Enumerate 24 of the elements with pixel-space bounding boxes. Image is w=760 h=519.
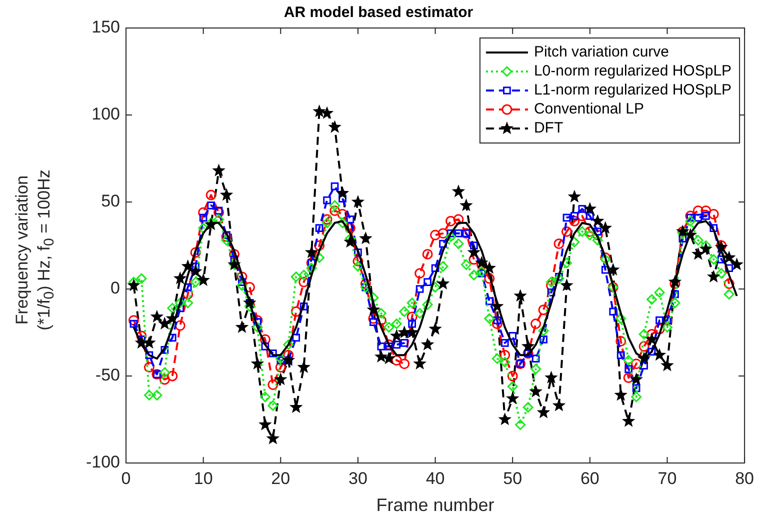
legend-label: DFT [534, 120, 564, 137]
x-tick-label: 50 [503, 468, 522, 488]
legend-label: Pitch variation curve [534, 44, 670, 61]
y-tick-label: -50 [95, 366, 120, 385]
point [668, 275, 682, 288]
x-tick-label: 80 [735, 468, 754, 488]
legend-label: L1-norm regularized HOSpLP [534, 82, 732, 99]
legend-label: L0-norm regularized HOSpLP [534, 62, 732, 80]
chart-title: AR model based estimator [284, 4, 474, 22]
x-tick-label: 60 [580, 468, 600, 488]
y-tick-label: 0 [110, 278, 120, 298]
legend-label: Conventional LP [534, 100, 644, 118]
y-tick-label: 100 [92, 104, 120, 124]
x-tick-label: 10 [194, 468, 213, 488]
y-tick-label: 50 [101, 192, 120, 211]
x-tick-label: 40 [426, 468, 445, 488]
x-tick-label: 20 [271, 468, 290, 488]
x-tick-label: 70 [658, 468, 677, 488]
y-tick-label: 150 [92, 18, 120, 37]
point [637, 352, 651, 364]
point [243, 296, 256, 309]
x-tick-label: 30 [348, 468, 368, 488]
y-tick-label: -100 [86, 452, 120, 472]
x-axis-title: Frame number [376, 495, 494, 516]
